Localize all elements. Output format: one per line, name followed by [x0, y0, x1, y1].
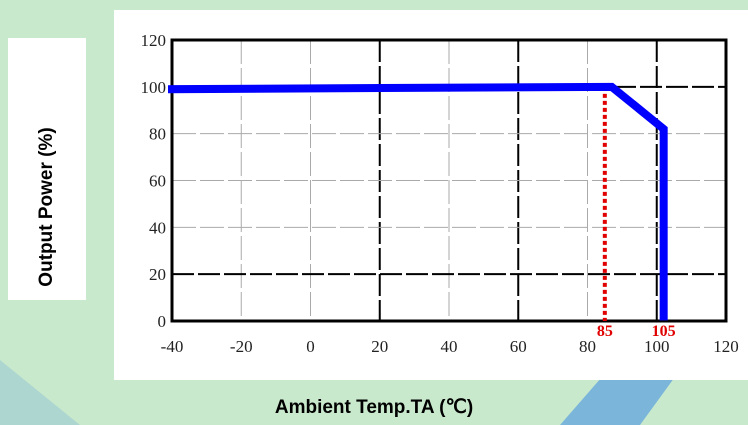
- y-tick-label-0: 0: [158, 312, 167, 331]
- y-tick-label-5: 100: [141, 78, 167, 97]
- x-tick-label-7: 100: [644, 337, 670, 356]
- x-tick-label-8: 120: [713, 337, 739, 356]
- series-line-0: [167, 82, 668, 321]
- x-axis-label: Ambient Temp.TA (℃): [274, 397, 474, 418]
- x-tick-label-1: -20: [230, 337, 253, 356]
- plot-frame: [170, 38, 728, 323]
- chart-panel: -40 -20 0 20 40 60 80 100 120 0 20 40 60 80 100 120 85 10…: [114, 10, 748, 380]
- y-tick-label-4: 80: [149, 125, 166, 144]
- y-tick-label-3: 60: [149, 172, 166, 191]
- y-tick-label-6: 120: [141, 31, 167, 50]
- x-tick-label-4: 40: [441, 337, 458, 356]
- annotation-label-1: 105: [652, 323, 676, 340]
- derating-chart: -40 -20 0 20 40 60 80 100 120 0 20 40 60 80 100 120 85 10…: [141, 31, 739, 356]
- y-axis-label-panel: Output Power (%): [8, 38, 86, 300]
- x-tick-label-0: -40: [161, 337, 184, 356]
- annotation-label-0: 85: [597, 323, 613, 340]
- x-tick-label-5: 60: [510, 337, 527, 356]
- y-tick-label-1: 20: [149, 265, 166, 284]
- x-tick-label-2: 0: [306, 337, 315, 356]
- y-axis-label: Output Power (%): [36, 127, 57, 287]
- x-tick-label-6: 80: [579, 337, 596, 356]
- x-tick-label-3: 20: [371, 337, 388, 356]
- y-tick-label-2: 40: [149, 218, 166, 237]
